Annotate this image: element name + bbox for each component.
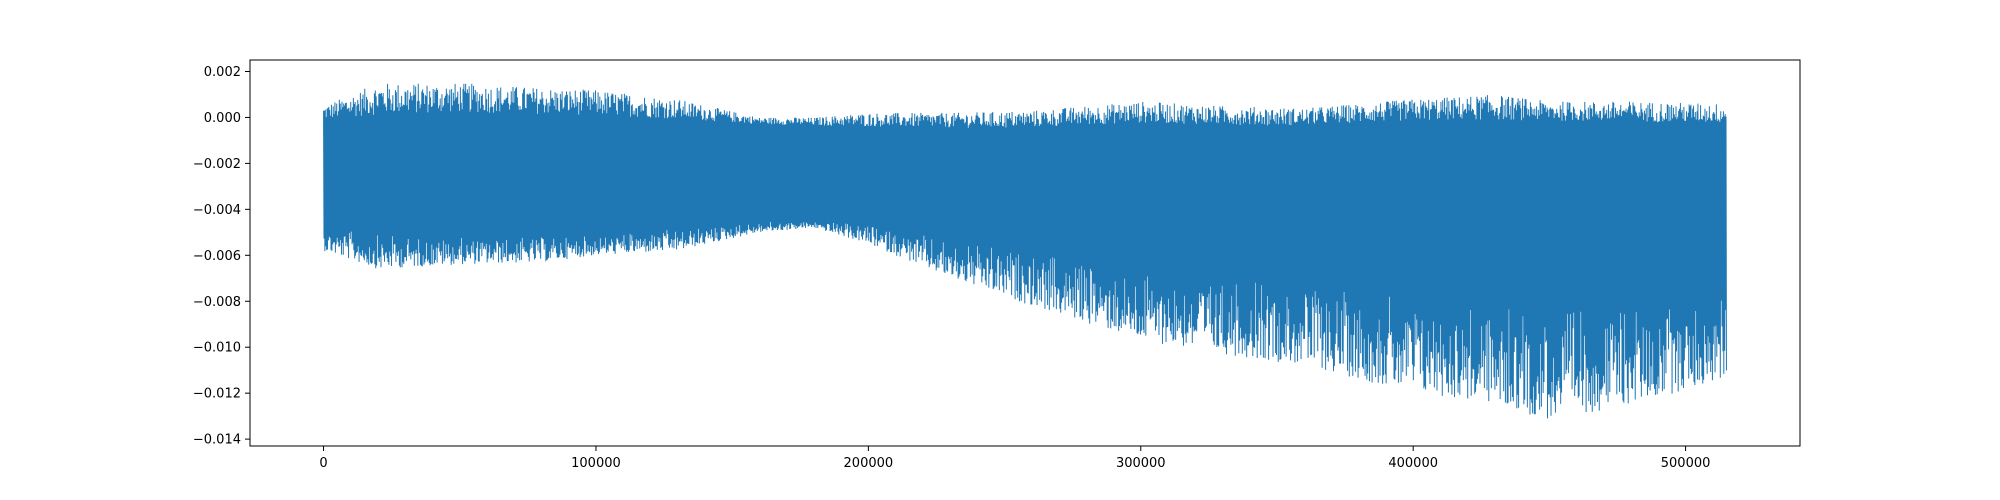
axes-frame xyxy=(249,59,1801,447)
y-tick-label: 0.002 xyxy=(204,65,241,80)
x-tick-label: 0 xyxy=(319,456,327,471)
x-axis: 0 100000 200000 300000 400000 500000 xyxy=(319,446,1710,471)
y-tick-label: −0.010 xyxy=(193,341,241,356)
x-tick-label: 500000 xyxy=(1661,456,1711,471)
y-tick-label: −0.006 xyxy=(193,249,241,264)
y-tick-label: 0.000 xyxy=(204,111,241,126)
y-tick-label: −0.014 xyxy=(193,433,241,448)
y-tick-label: −0.012 xyxy=(193,387,241,402)
y-tick-label: −0.008 xyxy=(193,295,241,310)
x-tick-label: 100000 xyxy=(571,456,621,471)
y-tick-label: −0.004 xyxy=(193,203,241,218)
plot-area xyxy=(323,83,1727,419)
y-axis: 0.002 0.000 −0.002 −0.004 −0.006 −0.008 −0.010… xyxy=(193,65,250,448)
series-line xyxy=(323,83,1727,419)
x-tick-label: 300000 xyxy=(1116,456,1166,471)
x-tick-label: 400000 xyxy=(1388,456,1438,471)
y-tick-label: −0.002 xyxy=(193,157,241,172)
x-tick-label: 200000 xyxy=(844,456,894,471)
